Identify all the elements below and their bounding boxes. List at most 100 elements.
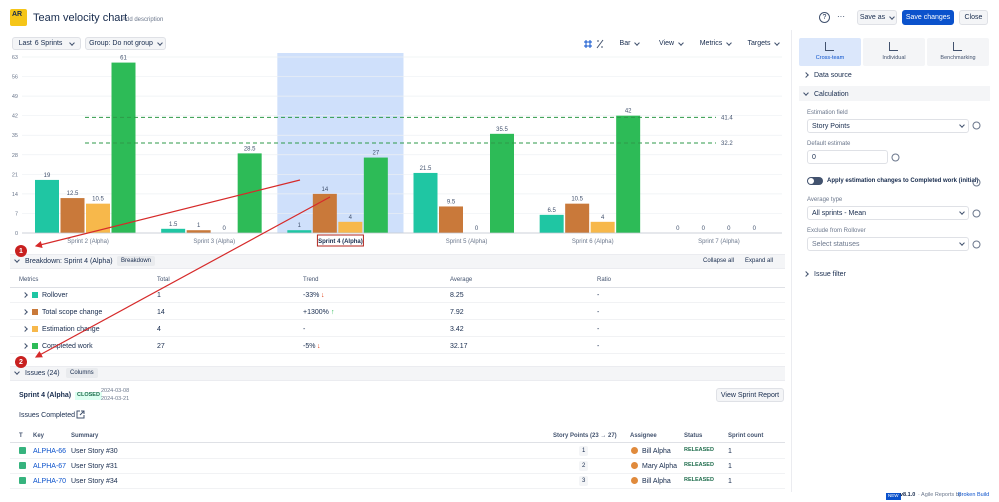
trend-arrow: ↓	[321, 292, 325, 299]
field-label: Estimation field	[807, 110, 848, 116]
metric-ratio: -	[597, 292, 600, 299]
assignee: Bill Alpha	[642, 478, 671, 485]
targets-dropdown[interactable]: Targets	[741, 37, 786, 50]
metric-trend: -5%	[303, 343, 316, 350]
metric-name: Total scope change	[42, 309, 103, 316]
range-label: Last	[18, 40, 32, 47]
assignee: Bill Alpha	[642, 448, 671, 455]
group-dropdown[interactable]: Group: Do not group	[85, 37, 166, 50]
expand-icon[interactable]	[22, 309, 28, 315]
issue-key[interactable]: ALPHA-70	[33, 478, 67, 485]
calculation-section[interactable]: Calculation	[814, 91, 849, 98]
close-button[interactable]: Close	[959, 10, 988, 25]
issue-key[interactable]: ALPHA-67	[33, 463, 67, 470]
annotation-marker: 2	[15, 356, 27, 368]
data-label: 10.5	[92, 197, 104, 203]
data-label: 0	[702, 226, 706, 232]
sprint-start: 2024-03-08	[101, 388, 130, 394]
x-tick-label: Sprint 5 (Alpha)	[446, 239, 488, 245]
metrics-dropdown[interactable]: Metrics	[693, 37, 738, 50]
metric-total: 14	[157, 309, 165, 316]
y-tick-label: 28	[12, 153, 18, 159]
exclude-select[interactable]: Select statuses	[807, 237, 969, 251]
target-label: 32.2	[721, 141, 733, 147]
range-dropdown[interactable]: Last 6 Sprints	[12, 37, 81, 50]
y-tick-label: 42	[12, 114, 18, 120]
add-description[interactable]: Add description	[122, 17, 164, 23]
bar	[539, 214, 564, 233]
data-label: 1.5	[169, 222, 178, 228]
header-rule	[10, 287, 785, 288]
sprint-count: 1	[728, 463, 732, 470]
metric-name: Completed work	[42, 343, 93, 350]
view-sprint-report[interactable]: View Sprint Report	[716, 388, 784, 402]
x-tick-label: Sprint 3 (Alpha)	[193, 239, 235, 245]
trend-arrow: ↑	[331, 309, 335, 316]
sprint-end: 2024-03-21	[101, 396, 130, 402]
metric-ratio: -	[597, 326, 600, 333]
issue-key[interactable]: ALPHA-66	[33, 448, 67, 455]
version: v8.1.0	[900, 492, 916, 498]
expand-icon[interactable]	[22, 326, 28, 332]
save-as-button[interactable]: Save as	[857, 10, 897, 25]
data-label: 0	[753, 226, 757, 232]
collapse-all[interactable]: Collapse all	[703, 258, 735, 264]
average-type-select[interactable]: All sprints - Mean	[807, 206, 969, 220]
expand-all[interactable]: Expand all	[745, 258, 774, 264]
x-tick-label: Sprint 4 (Alpha)	[318, 239, 363, 245]
data-source-section[interactable]: Data source	[814, 72, 852, 79]
bar	[111, 62, 136, 233]
data-label: 19	[44, 173, 51, 179]
bar	[413, 172, 438, 233]
panel-tab[interactable]	[927, 38, 989, 66]
info-icon[interactable]	[972, 209, 981, 218]
series-swatch	[32, 309, 38, 315]
assignee-avatar	[631, 447, 638, 454]
display-icons[interactable]	[584, 39, 606, 49]
bar	[161, 228, 186, 233]
column-header: Assignee	[630, 433, 657, 439]
issue-filter-section[interactable]: Issue filter	[814, 271, 846, 278]
estimation-field-select[interactable]: Story Points	[807, 119, 969, 133]
info-icon[interactable]	[972, 240, 981, 249]
panel-tab[interactable]	[799, 38, 861, 66]
expand-icon[interactable]	[22, 292, 28, 298]
annotation-marker: 1	[15, 245, 27, 257]
y-tick-label: 7	[15, 211, 18, 217]
tab-label: Benchmarking	[940, 55, 976, 61]
columns-button[interactable]: Columns	[66, 368, 98, 378]
issue-summary[interactable]: User Story #30	[71, 448, 118, 455]
info-icon[interactable]	[891, 153, 900, 162]
expand-icon[interactable]	[22, 343, 28, 349]
toggle[interactable]	[807, 177, 823, 185]
data-label: 0	[222, 226, 226, 232]
metric-average: 8.25	[450, 292, 464, 299]
expand-icon[interactable]	[803, 72, 809, 78]
open-link-icon[interactable]	[76, 410, 85, 419]
range-value: 6 Sprints	[34, 40, 63, 47]
default-estimate-input[interactable]: 0	[807, 150, 888, 164]
target-label: 41.4	[721, 115, 733, 121]
metric-total: 4	[157, 326, 161, 333]
info-icon[interactable]	[972, 178, 981, 187]
info-icon[interactable]	[972, 121, 981, 130]
metric-total: 27	[157, 343, 165, 350]
brand-link[interactable]: Broken Build	[958, 492, 990, 498]
panel-tab[interactable]	[863, 38, 925, 66]
help-button[interactable]: ?	[819, 12, 830, 23]
logo[interactable]: AR	[10, 9, 27, 26]
issue-summary[interactable]: User Story #31	[71, 463, 118, 470]
issue-summary[interactable]: User Story #34	[71, 478, 118, 485]
expand-icon[interactable]	[803, 271, 809, 277]
data-label: 28.5	[244, 146, 256, 152]
story-points: 2	[579, 461, 589, 471]
issue-status: RELEASED	[684, 462, 714, 468]
data-label: 61	[120, 56, 127, 62]
view-dropdown[interactable]: View	[652, 37, 690, 50]
breakdown-button[interactable]: Breakdown	[117, 256, 156, 266]
more-button[interactable]: ···	[837, 12, 845, 21]
issue-type-icon	[19, 477, 26, 484]
column-header: Ratio	[597, 277, 612, 283]
chart-type-dropdown[interactable]: Bar	[611, 37, 648, 50]
save-changes-button[interactable]: Save changes	[902, 10, 954, 25]
